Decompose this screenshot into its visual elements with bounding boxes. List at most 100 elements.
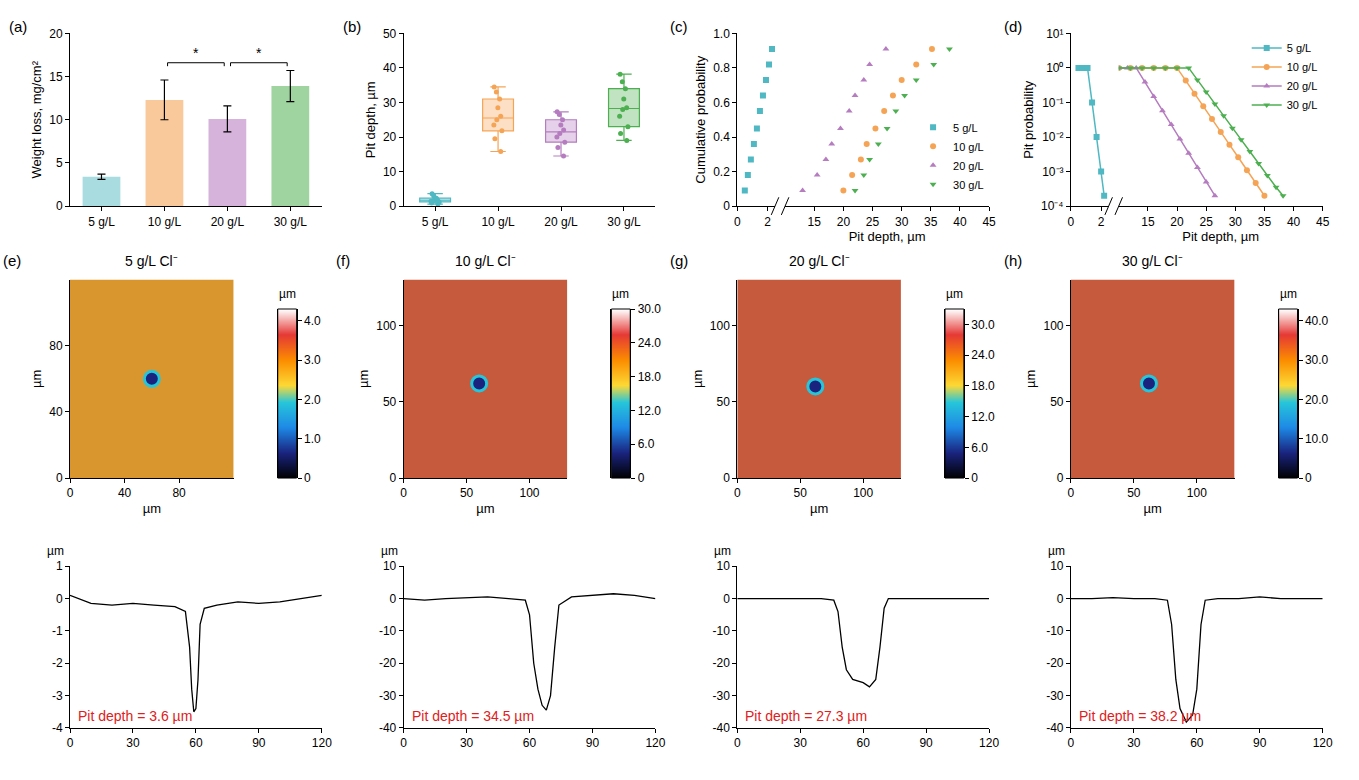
svg-text:-2: -2 <box>52 656 63 670</box>
svg-text:30: 30 <box>126 736 140 750</box>
svg-text:60: 60 <box>189 736 203 750</box>
svg-text:90: 90 <box>919 736 933 750</box>
svg-text:0: 0 <box>971 471 978 485</box>
svg-text:(d): (d) <box>1004 18 1022 35</box>
svg-text:0: 0 <box>1057 471 1064 485</box>
svg-text:0.4: 0.4 <box>713 130 730 144</box>
svg-text:4.0: 4.0 <box>304 314 321 328</box>
svg-text:45: 45 <box>1316 215 1330 229</box>
svg-text:100: 100 <box>1043 319 1063 333</box>
svg-text:10¹: 10¹ <box>1046 27 1063 41</box>
svg-text:80: 80 <box>49 339 63 353</box>
svg-text:0: 0 <box>1305 471 1312 485</box>
svg-text:0: 0 <box>723 199 730 213</box>
svg-text:(b): (b) <box>343 18 361 35</box>
svg-text:10 g/L Cl⁻: 10 g/L Cl⁻ <box>455 253 516 269</box>
svg-text:µm: µm <box>279 287 296 301</box>
svg-text:120: 120 <box>1313 736 1333 750</box>
svg-text:35: 35 <box>924 215 938 229</box>
svg-text:30 g/L: 30 g/L <box>1287 99 1318 111</box>
svg-text:Pit depth = 34.5 µm: Pit depth = 34.5 µm <box>412 708 534 724</box>
svg-text:µm: µm <box>143 501 161 516</box>
svg-text:5 g/L: 5 g/L <box>88 215 115 229</box>
svg-text:5: 5 <box>56 156 63 170</box>
svg-text:30: 30 <box>383 96 397 110</box>
svg-text:-10: -10 <box>379 624 397 638</box>
svg-text:10 g/L: 10 g/L <box>148 215 182 229</box>
svg-text:20 g/L: 20 g/L <box>211 215 245 229</box>
svg-text:15: 15 <box>808 215 822 229</box>
svg-text:0: 0 <box>723 592 730 606</box>
svg-text:0: 0 <box>400 486 407 500</box>
svg-text:5 g/L: 5 g/L <box>1287 42 1311 54</box>
svg-text:-40: -40 <box>379 721 397 735</box>
svg-text:10⁻⁴: 10⁻⁴ <box>1041 199 1064 213</box>
svg-text:Pit depth, µm: Pit depth, µm <box>849 229 926 244</box>
svg-text:0: 0 <box>734 736 741 750</box>
svg-text:-20: -20 <box>1046 656 1064 670</box>
svg-text:50: 50 <box>383 395 397 409</box>
svg-text:0: 0 <box>1068 486 1075 500</box>
svg-text:-4: -4 <box>52 721 63 735</box>
svg-text:30 g/L: 30 g/L <box>953 179 984 191</box>
svg-text:100: 100 <box>1187 486 1207 500</box>
svg-text:120: 120 <box>312 736 332 750</box>
svg-text:10: 10 <box>1050 559 1064 573</box>
svg-text:0.6: 0.6 <box>713 96 730 110</box>
svg-text:10⁰: 10⁰ <box>1046 61 1063 75</box>
svg-text:-10: -10 <box>713 624 731 638</box>
svg-text:40: 40 <box>953 215 967 229</box>
svg-text:12.0: 12.0 <box>638 404 662 418</box>
svg-text:(c): (c) <box>670 18 688 35</box>
svg-text:90: 90 <box>252 736 266 750</box>
svg-text:Pit probability: Pit probability <box>1021 80 1036 159</box>
svg-text:Pit depth = 27.3 µm: Pit depth = 27.3 µm <box>745 708 867 724</box>
svg-text:(h): (h) <box>1004 252 1022 269</box>
svg-text:-20: -20 <box>379 656 397 670</box>
svg-text:Pit depth = 38.2 µm: Pit depth = 38.2 µm <box>1079 708 1201 724</box>
svg-text:20 g/L: 20 g/L <box>953 160 984 172</box>
svg-text:100: 100 <box>710 319 730 333</box>
svg-text:µm: µm <box>1144 501 1162 516</box>
svg-text:40: 40 <box>383 61 397 75</box>
svg-text:18.0: 18.0 <box>971 379 995 393</box>
svg-text:30.0: 30.0 <box>1305 353 1329 367</box>
svg-text:90: 90 <box>586 736 600 750</box>
svg-text:30: 30 <box>794 736 808 750</box>
svg-text:Pit depth = 3.6 µm: Pit depth = 3.6 µm <box>78 708 192 724</box>
svg-text:30: 30 <box>1127 736 1141 750</box>
svg-text:µm: µm <box>29 370 44 388</box>
svg-text:100: 100 <box>853 486 873 500</box>
svg-text:µm: µm <box>946 287 963 301</box>
svg-text:10: 10 <box>717 559 731 573</box>
svg-text:3.0: 3.0 <box>304 353 321 367</box>
svg-text:0: 0 <box>390 471 397 485</box>
svg-text:-1: -1 <box>52 624 63 638</box>
svg-text:20 g/L Cl⁻: 20 g/L Cl⁻ <box>789 253 850 269</box>
svg-text:100: 100 <box>520 486 540 500</box>
svg-text:10 g/L: 10 g/L <box>953 141 984 153</box>
svg-text:µm: µm <box>1023 370 1038 388</box>
svg-text:0: 0 <box>734 215 741 229</box>
svg-text:80: 80 <box>172 486 186 500</box>
svg-text:90: 90 <box>1253 736 1267 750</box>
svg-text:45: 45 <box>982 215 996 229</box>
svg-text:10⁻³: 10⁻³ <box>1042 165 1063 179</box>
svg-text:0: 0 <box>67 486 74 500</box>
svg-text:10: 10 <box>383 165 397 179</box>
svg-text:0: 0 <box>56 471 63 485</box>
svg-text:30: 30 <box>1229 215 1243 229</box>
svg-text:(g): (g) <box>670 252 688 269</box>
svg-text:0: 0 <box>67 736 74 750</box>
svg-text:µm: µm <box>381 544 398 558</box>
svg-text:50: 50 <box>1050 395 1064 409</box>
svg-text:120: 120 <box>979 736 999 750</box>
svg-text:20: 20 <box>837 215 851 229</box>
svg-text:40: 40 <box>118 486 132 500</box>
svg-text:0: 0 <box>1068 215 1075 229</box>
svg-text:10: 10 <box>383 559 397 573</box>
svg-text:60: 60 <box>1190 736 1204 750</box>
svg-text:30: 30 <box>895 215 909 229</box>
svg-text:0.2: 0.2 <box>713 165 730 179</box>
svg-text:Weight loss, mg/cm²: Weight loss, mg/cm² <box>29 60 44 178</box>
